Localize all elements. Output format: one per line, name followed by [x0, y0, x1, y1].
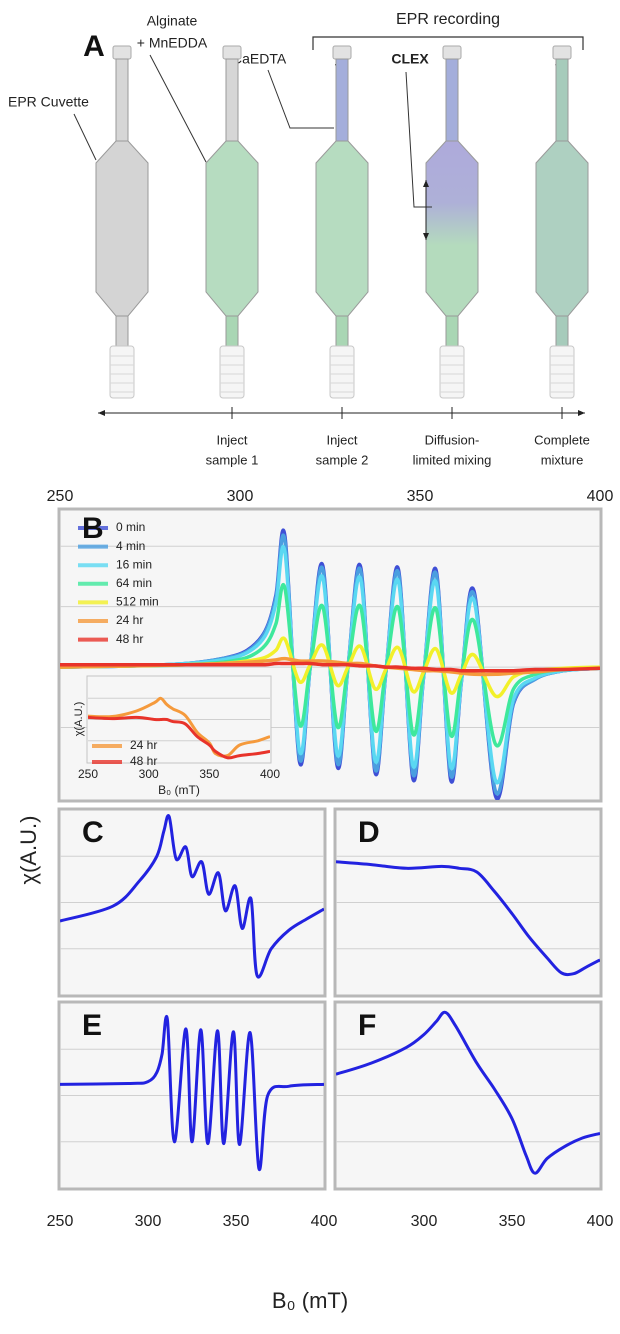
- bracket-label: EPR recording: [396, 11, 500, 28]
- cuvette-body: [425, 140, 479, 317]
- step-label: Inject: [326, 432, 357, 447]
- cuvette-cap: [442, 45, 462, 60]
- legend-label: 48 hr: [116, 632, 143, 646]
- step-label: Diffusion-: [425, 432, 480, 447]
- step-label: Complete: [534, 432, 590, 447]
- bracket: [312, 36, 584, 50]
- cuvette-neck: [555, 58, 569, 142]
- legend-label: 24 hr: [130, 738, 157, 752]
- x-tick-label: 350: [199, 767, 219, 781]
- legend-label: 0 min: [116, 520, 145, 534]
- data-line: [60, 814, 324, 979]
- callout-line: [73, 113, 97, 161]
- cuvette-body: [535, 140, 589, 317]
- cuvette-neck: [335, 58, 349, 142]
- cuvette-neck: [445, 58, 459, 142]
- diagram-panel: A EPR recording EPR Cuvette Alginate + M…: [8, 11, 590, 467]
- panel-label: A: [83, 30, 105, 63]
- data-line: [60, 583, 600, 748]
- cuvette-body: [315, 140, 369, 317]
- panel-label: E: [82, 1009, 102, 1042]
- panel-label: D: [358, 816, 380, 849]
- x-tick-label: 300: [139, 767, 159, 781]
- x-tick-label: 250: [78, 767, 98, 781]
- callout-line: [149, 54, 207, 163]
- data-line: [60, 544, 600, 785]
- cuvette-holder: [329, 345, 355, 399]
- cuvette-cap: [112, 45, 132, 60]
- x-tick-label: 350: [223, 1213, 250, 1230]
- callout: + MnEDDA: [137, 35, 208, 51]
- legend-label: 24 hr: [116, 613, 143, 627]
- x-axis-label: B₀ (mT): [272, 1288, 348, 1313]
- x-tick-label: 350: [499, 1213, 526, 1230]
- cuvette-holder: [109, 345, 135, 399]
- step-label: limited mixing: [413, 452, 492, 467]
- x-tick-label: 300: [135, 1213, 162, 1230]
- x-tick-label: 250: [47, 488, 74, 505]
- x-tick-label: 400: [260, 767, 280, 781]
- x-tick-label: 250: [47, 1213, 74, 1230]
- y-axis-label: χ(A.U.): [16, 816, 41, 885]
- cuvette-body: [95, 140, 149, 317]
- callout: CaEDTA: [232, 51, 287, 67]
- panel-label: F: [358, 1009, 376, 1042]
- data-line: [88, 715, 270, 760]
- cuvette-cap: [552, 45, 572, 60]
- x-tick-label: 300: [411, 1213, 438, 1230]
- callout: EPR Cuvette: [8, 94, 89, 110]
- legend-label: 48 hr: [130, 754, 157, 768]
- cuvette-stem: [225, 315, 239, 347]
- step-label: sample 2: [316, 452, 369, 467]
- data-line: [336, 1010, 600, 1175]
- step-label: Inject: [216, 432, 247, 447]
- cuvette-holder: [219, 345, 245, 399]
- x-axis-label: B₀ (mT): [158, 783, 200, 797]
- data-line: [336, 860, 600, 977]
- step-label: sample 1: [206, 452, 259, 467]
- cuvette-stem: [115, 315, 129, 347]
- x-tick-label: 400: [587, 488, 614, 505]
- legend-label: 512 min: [116, 595, 159, 609]
- x-tick-label: 300: [227, 488, 254, 505]
- step-label: mixture: [541, 452, 584, 467]
- x-tick-label: 400: [311, 1213, 338, 1230]
- legend-label: 16 min: [116, 557, 152, 571]
- x-tick-label: 400: [587, 1213, 614, 1230]
- cuvette-cap: [332, 45, 352, 60]
- data-line: [60, 1015, 324, 1171]
- legend-label: 4 min: [116, 539, 145, 553]
- cuvette-stem: [445, 315, 459, 347]
- panel-label: C: [82, 816, 104, 849]
- y-axis-label: χ(A.U.): [73, 702, 85, 737]
- cuvette-stem: [555, 315, 569, 347]
- callout: CLEX: [391, 51, 429, 67]
- cuvette-stem: [335, 315, 349, 347]
- cuvette-holder: [439, 345, 465, 399]
- cuvette-neck: [115, 58, 129, 142]
- data-line: [60, 661, 600, 673]
- callout: Alginate: [147, 13, 198, 29]
- callout-line: [267, 69, 334, 129]
- cuvette-cap: [222, 45, 242, 60]
- panel-label: B: [82, 512, 104, 545]
- data-line: [88, 696, 270, 758]
- cuvette-body: [205, 140, 259, 317]
- x-tick-label: 350: [407, 488, 434, 505]
- cuvette-neck: [225, 58, 239, 142]
- legend-label: 64 min: [116, 576, 152, 590]
- cuvette-holder: [549, 345, 575, 399]
